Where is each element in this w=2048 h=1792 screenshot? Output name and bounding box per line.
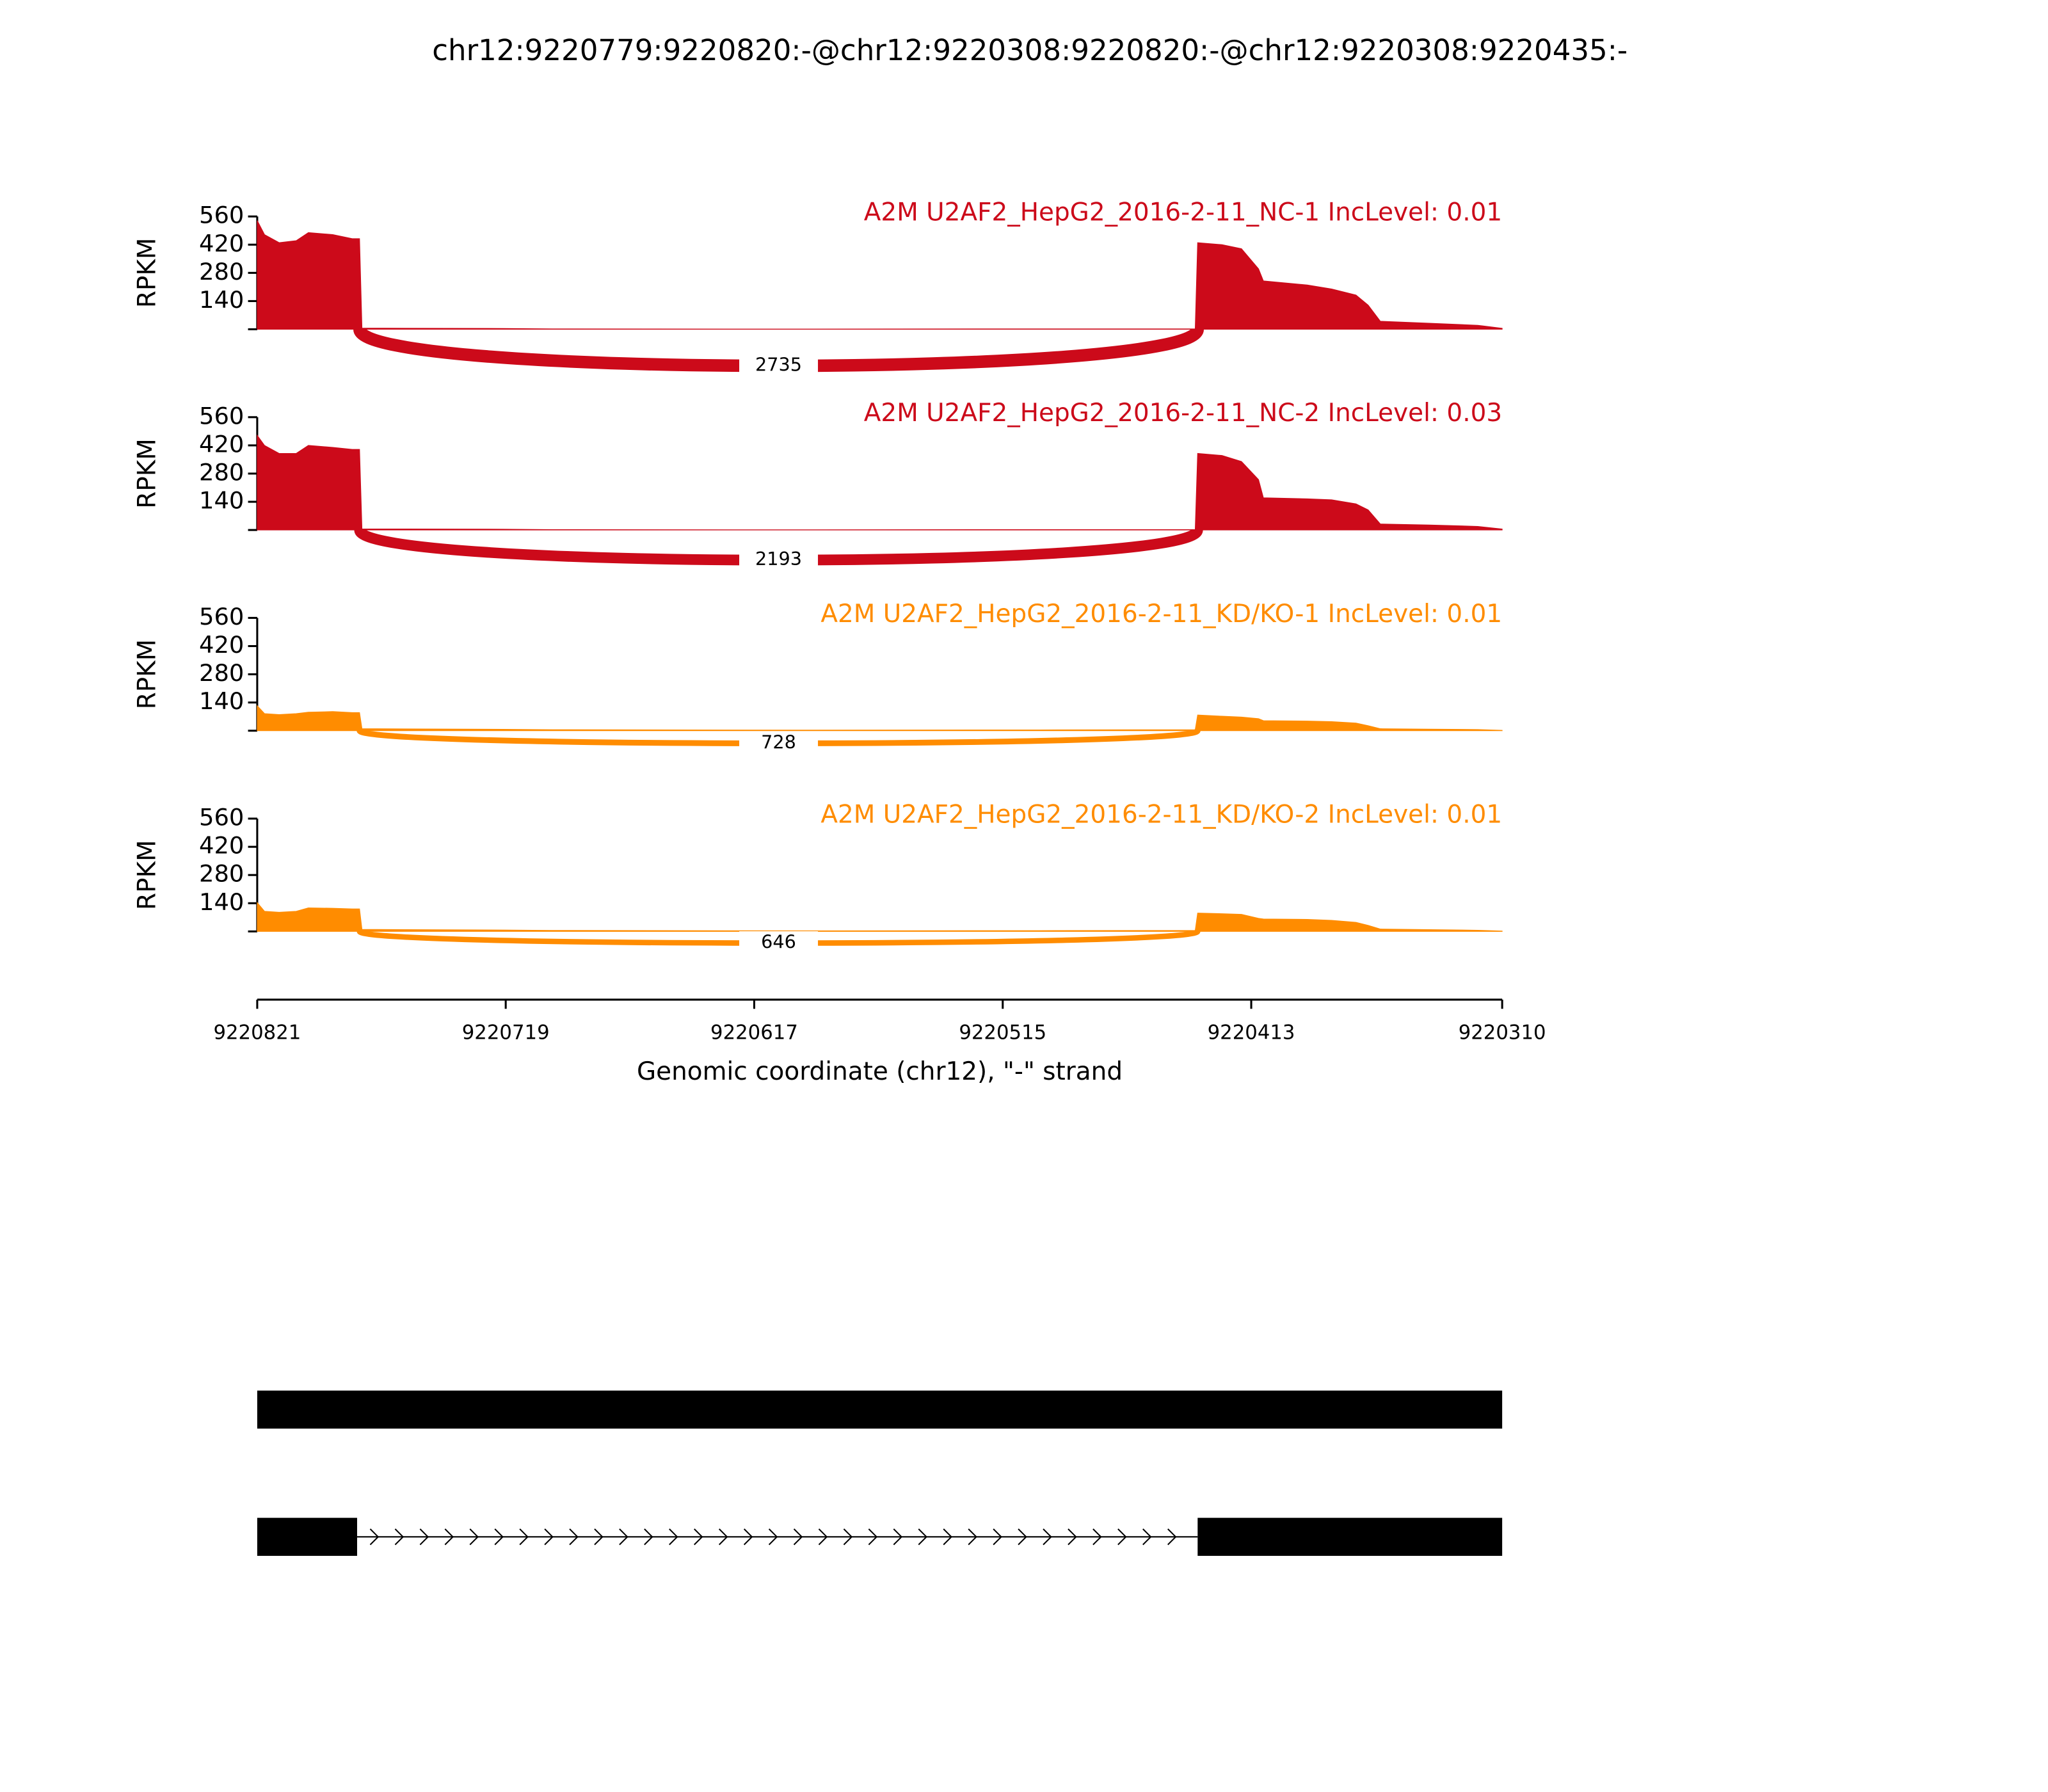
junction-label-box (739, 354, 819, 378)
coverage-area (257, 220, 1503, 330)
strand-chevron (494, 1528, 504, 1546)
y-axis-label: RPKM (132, 238, 161, 308)
strand-chevron (843, 1528, 853, 1546)
panel-title: A2M U2AF2_HepG2_2016-2-11_NC-2 IncLevel:… (864, 399, 1502, 428)
strand-chevron (619, 1528, 628, 1546)
y-axis-label: RPKM (132, 639, 161, 710)
panel-title: A2M U2AF2_HepG2_2016-2-11_NC-1 IncLevel:… (864, 198, 1502, 227)
strand-chevron (644, 1528, 653, 1546)
y-tick-label: 140 (199, 286, 244, 314)
strand-chevron (1167, 1528, 1177, 1546)
y-axis-label: RPKM (132, 438, 161, 509)
y-tick-label: 140 (199, 888, 244, 916)
strand-chevron (444, 1528, 454, 1546)
strand-chevron (1068, 1528, 1077, 1546)
exon (257, 1390, 1503, 1429)
exon (257, 1517, 357, 1556)
strand-chevron (544, 1528, 554, 1546)
y-tick-label: 560 (199, 402, 244, 429)
y-tick-label: 560 (199, 603, 244, 630)
strand-chevron (868, 1528, 878, 1546)
x-tick-label: 9220719 (462, 1021, 550, 1044)
x-tick-label: 9220310 (1459, 1021, 1546, 1044)
strand-chevron (918, 1528, 928, 1546)
junction-label: 646 (761, 931, 796, 953)
y-tick-label: 420 (199, 832, 244, 860)
strand-chevron (594, 1528, 604, 1546)
panel-title: A2M U2AF2_HepG2_2016-2-11_KD/KO-1 IncLev… (820, 600, 1502, 628)
strand-chevron (993, 1528, 1002, 1546)
plot-title: chr12:9220779:9220820:-@chr12:9220308:92… (432, 33, 1628, 67)
strand-chevron (768, 1528, 778, 1546)
strand-chevron (1018, 1528, 1027, 1546)
strand-chevron (718, 1528, 728, 1546)
junction-label-box (739, 731, 819, 755)
y-tick-label: 420 (199, 430, 244, 458)
y-tick-label: 280 (199, 860, 244, 888)
coverage-area (257, 705, 1503, 732)
strand-chevron (818, 1528, 828, 1546)
panel-title: A2M U2AF2_HepG2_2016-2-11_KD/KO-2 IncLev… (820, 800, 1502, 829)
exon (1197, 1517, 1503, 1556)
x-tick-label: 9220413 (1208, 1021, 1295, 1044)
strand-chevron (369, 1528, 380, 1546)
strand-chevron (968, 1528, 977, 1546)
strand-chevron (743, 1528, 753, 1546)
strand-chevron (519, 1528, 529, 1546)
y-tick-label: 280 (199, 659, 244, 687)
strand-chevron (694, 1528, 703, 1546)
y-tick-label: 420 (199, 631, 244, 659)
y-tick-label: 420 (199, 230, 244, 257)
junction-label: 2735 (755, 354, 802, 376)
y-tick-label: 560 (199, 804, 244, 831)
strand-chevron (943, 1528, 952, 1546)
strand-chevron (893, 1528, 903, 1546)
y-tick-label: 560 (199, 202, 244, 229)
strand-chevron (419, 1528, 429, 1546)
y-tick-label: 280 (199, 458, 244, 486)
strand-chevron (394, 1528, 404, 1546)
y-tick-label: 140 (199, 687, 244, 715)
x-tick-label: 9220515 (959, 1021, 1046, 1044)
y-axis-label: RPKM (132, 840, 161, 910)
coverage-area (257, 901, 1503, 932)
y-tick-label: 280 (199, 258, 244, 285)
junction-label: 2193 (755, 548, 802, 570)
strand-chevron (469, 1528, 479, 1546)
strand-chevron (669, 1528, 678, 1546)
strand-chevron (1142, 1528, 1152, 1546)
x-tick-label: 9220821 (213, 1021, 301, 1044)
x-tick-label: 9220617 (710, 1021, 798, 1044)
strand-chevron (793, 1528, 803, 1546)
junction-label-box (739, 931, 819, 955)
junction-label-box (739, 548, 819, 572)
strand-chevron (1117, 1528, 1127, 1546)
strand-chevron (1092, 1528, 1102, 1546)
strand-chevron (569, 1528, 579, 1546)
coverage-area (257, 434, 1503, 531)
junction-label: 728 (761, 731, 796, 753)
y-tick-label: 140 (199, 487, 244, 515)
strand-chevron (1043, 1528, 1052, 1546)
x-axis-label: Genomic coordinate (chr12), "-" strand (637, 1057, 1123, 1086)
